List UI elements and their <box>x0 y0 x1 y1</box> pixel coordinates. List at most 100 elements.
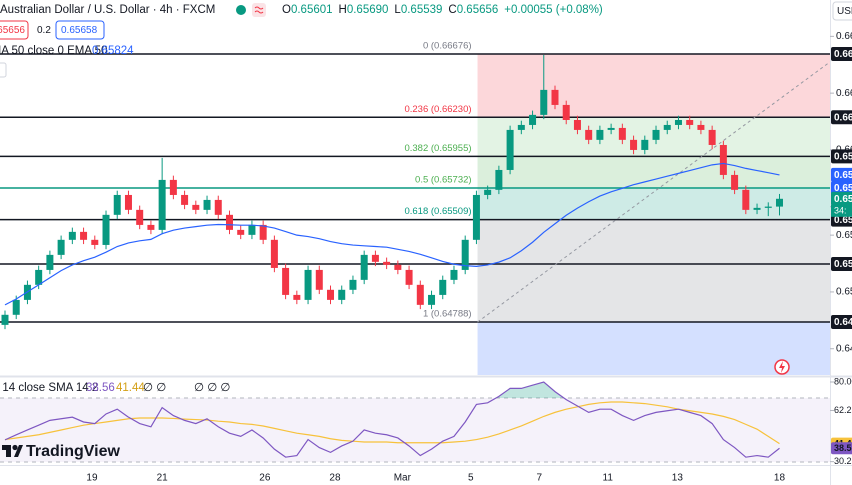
candle-body <box>214 199 222 215</box>
fib-level-label: 0.236 (0.66230) <box>404 104 471 115</box>
currency[interactable]: USD <box>837 6 852 17</box>
price-tag-label: 0.65955 <box>834 151 852 162</box>
ohlc-label: C <box>448 4 456 16</box>
candle-body <box>630 139 638 150</box>
sma-value: 41.44 <box>116 382 145 394</box>
rsi-pane <box>0 381 830 463</box>
candle-body <box>169 179 177 195</box>
candle-body <box>57 239 65 255</box>
countdown: 34: <box>834 206 847 216</box>
indicator-value: 0.65824 <box>92 45 134 57</box>
fib-band <box>477 53 830 118</box>
candle-body <box>282 267 290 295</box>
price-pane: 0 (0.66676) 0.236 (0.66230) 0.382 (0.65955… <box>0 40 830 375</box>
fib-band <box>477 219 830 323</box>
candle-body <box>652 129 660 140</box>
y-tick-label: 0.6640 <box>836 88 852 99</box>
candle-body <box>461 239 469 270</box>
candle-body <box>248 224 256 235</box>
trend-line <box>477 61 830 323</box>
candle-body <box>551 89 559 105</box>
symbol-title: Australian Dollar / U.S. Dollar · 4h · F… <box>0 4 215 16</box>
candle-body <box>35 269 43 285</box>
candle-body <box>540 89 548 115</box>
candle-body <box>753 207 761 210</box>
candle-body <box>585 129 593 140</box>
candle-body <box>259 224 267 240</box>
spread: 0.2 <box>37 25 51 36</box>
price-tag-label: 0.66676 <box>834 49 852 60</box>
price-tag <box>831 256 852 271</box>
candle-body <box>91 239 99 245</box>
fib-band <box>477 156 830 188</box>
price-tag <box>831 46 852 61</box>
buy-price[interactable]: 0.65658 <box>61 25 98 36</box>
x-tick-label: 13 <box>672 473 684 484</box>
currency-button[interactable] <box>832 1 852 21</box>
rsi-line <box>4 381 780 458</box>
candle-body <box>181 194 189 205</box>
candle-body <box>562 104 570 120</box>
candle-body <box>237 229 245 235</box>
data-icon-glyph <box>254 6 264 14</box>
price-tag <box>831 110 852 125</box>
price-tag-label: 0.66230 <box>834 112 852 123</box>
candle-body <box>607 127 615 130</box>
na-values: ∅ ∅ ∅ <box>194 382 230 394</box>
candle-body <box>147 224 155 230</box>
candle-body <box>113 194 121 215</box>
candle-body <box>102 214 110 245</box>
candle-body <box>304 269 312 300</box>
candle-body <box>686 119 694 125</box>
price-tag <box>831 149 852 164</box>
x-tick-label: 21 <box>157 473 169 484</box>
candle-body <box>158 179 166 230</box>
rsi-y-tick-label: 62.2 <box>834 405 852 415</box>
fib-level-label: 0.5 (0.65732) <box>415 175 472 186</box>
candle-body <box>383 261 391 265</box>
watermark: TradingView <box>26 443 121 460</box>
change: +0.00055 (+0.08%) <box>504 4 603 16</box>
ohlc-label: O <box>282 4 291 16</box>
fib-band <box>477 322 830 375</box>
x-tick-label: 11 <box>603 473 614 484</box>
ohlc-legend: O0.65601 H0.65690 L0.65539 C0.65656 +0.00055… <box>282 4 603 16</box>
candle-body <box>697 124 705 130</box>
collapse-button[interactable] <box>0 62 7 78</box>
candle-body <box>394 264 402 270</box>
buy-button[interactable] <box>55 20 105 40</box>
candle-body <box>371 254 379 262</box>
fib-level-label: 1 (0.64788) <box>423 309 472 320</box>
rsi-y-tick-label: 80.00 <box>834 376 852 386</box>
candle-body <box>68 231 76 240</box>
candle-body <box>573 119 581 130</box>
price-tag <box>831 191 852 206</box>
ema-line <box>4 162 780 306</box>
rsi-tag <box>831 442 852 455</box>
rsi-tag-label: 38.5 <box>834 443 852 453</box>
price-tag-label: 0.65824 <box>834 170 852 181</box>
fib-level-label: 0.382 (0.65955) <box>404 143 471 154</box>
candle-body <box>472 194 480 240</box>
x-tick-label: 19 <box>86 473 98 484</box>
x-tick-label: 18 <box>774 473 786 484</box>
rsi-title: RSI 14 close SMA 14 2 <box>0 382 98 394</box>
candle-body <box>708 129 716 145</box>
sell-button[interactable] <box>0 20 29 40</box>
alert-icon[interactable] <box>774 359 790 375</box>
candle-body <box>641 139 649 150</box>
x-tick-label: 28 <box>329 473 341 484</box>
fib-level-label: 0 (0.66676) <box>423 40 472 51</box>
market-status <box>236 5 246 15</box>
price-tag <box>831 180 852 195</box>
candle-body <box>327 289 335 300</box>
fib-band <box>477 187 830 220</box>
rsi-sma-line <box>4 401 780 445</box>
candle-body <box>764 206 772 208</box>
candle-body <box>674 119 682 125</box>
price-tag <box>831 315 852 330</box>
ohlc-value: 0.65539 <box>401 4 443 16</box>
sell-price[interactable]: 0.65656 <box>0 25 25 36</box>
price-tag-label: 0.64788 <box>834 317 852 328</box>
candle-body <box>596 129 604 140</box>
